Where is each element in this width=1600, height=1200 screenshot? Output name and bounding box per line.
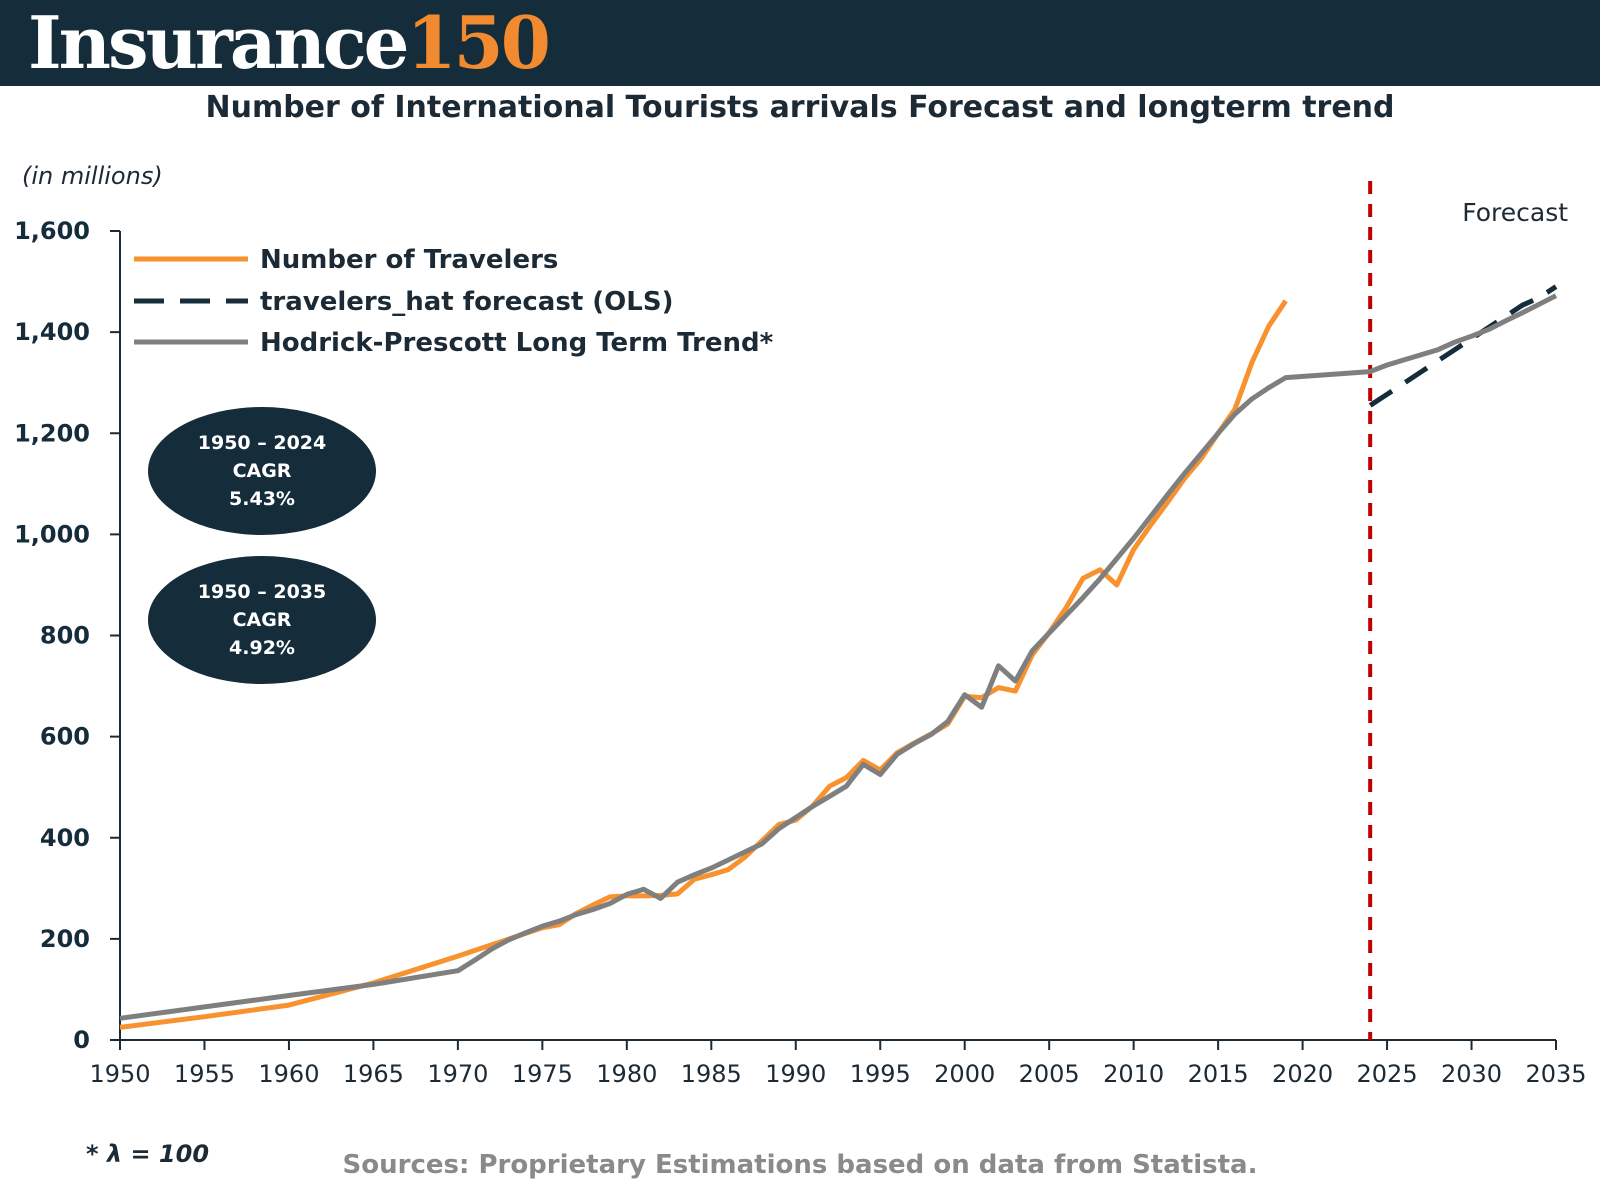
chart-series	[119, 284, 1558, 1030]
series-hp-trend	[119, 293, 1558, 1021]
forecast-label: Forecast	[1462, 198, 1568, 227]
x-tick-label: 1955	[174, 1060, 235, 1088]
series-number-of-travelers	[119, 299, 1288, 1030]
legend-label: travelers_hat forecast (OLS)	[260, 287, 673, 317]
y-tick-label: 1,200	[14, 419, 90, 447]
cagr-period: 1950 – 2035	[197, 581, 327, 603]
cagr-value: 4.92%	[229, 637, 295, 659]
y-tick-label: 400	[40, 824, 90, 852]
x-tick-label: 2020	[1272, 1060, 1333, 1088]
y-tick-label: 1,600	[14, 217, 90, 245]
x-tick-label: 2015	[1188, 1060, 1249, 1088]
header-bar: Insurance 150	[0, 0, 1600, 86]
x-tick-label: 1965	[343, 1060, 404, 1088]
x-tick-label: 1980	[596, 1060, 657, 1088]
brand-number: 150	[406, 0, 551, 85]
x-tick-label: 1975	[512, 1060, 573, 1088]
cagr-period: 1950 – 2024	[197, 432, 327, 454]
cagr-value: 5.43%	[229, 488, 295, 510]
x-tick-label: 1990	[765, 1060, 826, 1088]
y-tick-label: 1,000	[14, 520, 90, 548]
x-tick-label: 1970	[427, 1060, 488, 1088]
x-tick-label: 1960	[258, 1060, 319, 1088]
chart-legend: Number of Travelers travelers_hat forecas…	[134, 245, 774, 358]
x-tick-label: 2010	[1103, 1060, 1164, 1088]
unit-label: (in millions)	[22, 162, 163, 190]
x-tick-label: 1950	[89, 1060, 150, 1088]
x-tick-label: 2000	[934, 1060, 995, 1088]
y-tick-label: 600	[40, 723, 90, 751]
lambda-footnote: * λ = 100	[86, 1140, 210, 1168]
brand-word: Insurance	[28, 0, 409, 85]
x-tick-label: 2025	[1357, 1060, 1418, 1088]
cagr-badge-1950-2024: 1950 – 2024 CAGR 5.43%	[148, 407, 376, 535]
sources-note: Sources: Proprietary Estimations based o…	[342, 1150, 1258, 1180]
cagr-label: CAGR	[232, 609, 292, 631]
legend-label: Number of Travelers	[260, 245, 558, 275]
cagr-badge-1950-2035: 1950 – 2035 CAGR 4.92%	[148, 556, 376, 684]
y-tick-label: 200	[40, 925, 90, 953]
y-tick-label: 1,400	[14, 318, 90, 346]
legend-label: Hodrick-Prescott Long Term Trend*	[260, 328, 774, 358]
x-tick-label: 2030	[1441, 1060, 1502, 1088]
x-tick-label: 1995	[850, 1060, 911, 1088]
chart-title: Number of International Tourists arrival…	[205, 90, 1395, 125]
x-tick-label: 2005	[1019, 1060, 1080, 1088]
x-tick-label: 2035	[1525, 1060, 1586, 1088]
brand-logo: Insurance 150	[28, 0, 551, 86]
y-tick-label: 800	[40, 622, 90, 650]
chart-axes: 0 200 400 600 800 1,000 1,200 1,400 1,600 1950 195…	[14, 181, 1587, 1088]
y-tick-label: 0	[73, 1026, 90, 1054]
x-tick-label: 1985	[681, 1060, 742, 1088]
cagr-label: CAGR	[232, 460, 292, 482]
series-ols-forecast	[1368, 284, 1558, 408]
